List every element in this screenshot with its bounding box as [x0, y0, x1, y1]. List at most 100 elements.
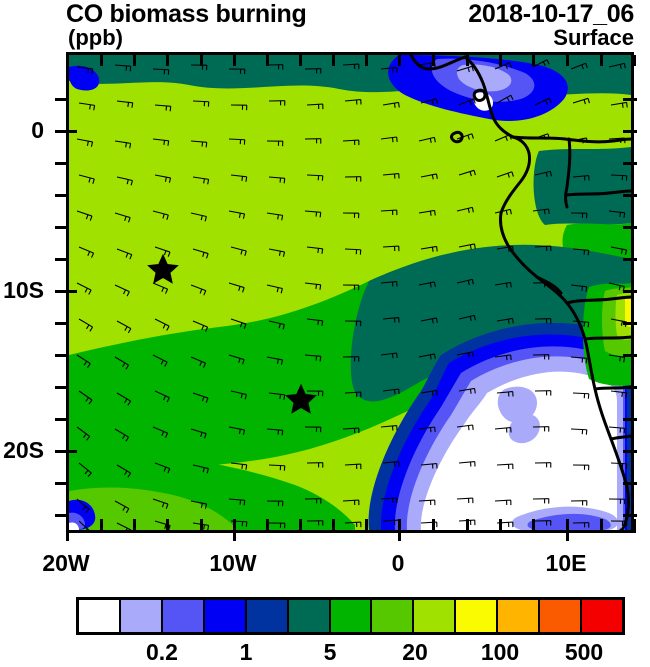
tick-top-11 — [432, 55, 435, 66]
tick-top-3 — [166, 55, 169, 66]
colorbar-cell-5[interactable] — [288, 600, 331, 632]
tick-left-9 — [55, 386, 69, 389]
station-star-1 — [147, 253, 179, 284]
colorbar-label-100: 100 — [480, 639, 520, 665]
tick-top-16 — [600, 55, 603, 66]
colorbar-cell-7[interactable] — [372, 600, 415, 632]
tick-left-4 — [55, 226, 69, 229]
tick-right-13 — [623, 514, 637, 517]
colorbar-cell-11[interactable] — [540, 600, 583, 632]
tick-top-15 — [566, 55, 569, 66]
tick-right-7 — [623, 322, 637, 325]
tick-bottom-10 — [398, 519, 401, 541]
tick-bottom-17 — [633, 519, 636, 533]
tick-bottom-11 — [432, 519, 435, 533]
tick-top-4 — [200, 55, 203, 66]
tick-right-8 — [623, 354, 637, 357]
colorbar-cell-2[interactable] — [162, 600, 205, 632]
colorbar-cell-4[interactable] — [246, 600, 289, 632]
tick-top-0 — [66, 55, 69, 66]
station-star-2 — [285, 383, 317, 414]
x-tick-label-10E: 10E — [545, 550, 587, 576]
tick-bottom-8 — [332, 519, 335, 533]
tick-top-5 — [233, 55, 236, 66]
tick-top-17 — [633, 55, 636, 66]
tick-left-8 — [55, 354, 69, 357]
y-tick-label-20S: 20S — [3, 437, 44, 463]
tick-bottom-15 — [566, 519, 569, 541]
tick-bottom-5 — [233, 519, 236, 541]
tick-right-9 — [623, 386, 637, 389]
tick-right-3 — [623, 194, 637, 197]
tick-bottom-4 — [200, 519, 203, 533]
tick-right-6 — [623, 290, 637, 293]
tick-bottom-13 — [499, 519, 502, 533]
coastline-overlay — [409, 55, 631, 530]
colorbar-cell-12[interactable] — [582, 600, 622, 632]
x-tick-label-20W: 20W — [42, 550, 90, 576]
x-tick-label-10W: 10W — [209, 550, 257, 576]
tick-top-6 — [266, 55, 269, 66]
colorbar-cell-8[interactable] — [414, 600, 457, 632]
tick-bottom-0 — [66, 519, 69, 541]
tick-left-2 — [55, 162, 69, 165]
tick-bottom-6 — [266, 519, 269, 533]
tick-bottom-14 — [532, 519, 535, 533]
colorbar-cell-0[interactable] — [79, 600, 121, 632]
tick-bottom-12 — [466, 519, 469, 533]
tick-left-3 — [55, 194, 69, 197]
page-title: CO biomass burning — [66, 0, 307, 28]
tick-right-0 — [623, 98, 637, 101]
tick-left-7 — [55, 322, 69, 325]
colorbar-label-5: 5 — [323, 639, 337, 665]
colorbar[interactable] — [76, 597, 625, 635]
y-tick-label-10S: 10S — [3, 277, 44, 303]
tick-right-12 — [623, 482, 637, 485]
colorbar-label-20: 20 — [402, 639, 428, 665]
map-plot-area[interactable] — [66, 52, 634, 533]
colorbar-cell-1[interactable] — [120, 600, 163, 632]
colorbar-cell-6[interactable] — [330, 600, 373, 632]
level-label: Surface — [553, 25, 634, 50]
colorbar-cell-9[interactable] — [456, 600, 499, 632]
tick-left-1 — [55, 130, 77, 133]
tick-bottom-16 — [600, 519, 603, 533]
tick-bottom-9 — [365, 519, 368, 533]
tick-bottom-1 — [100, 519, 103, 533]
tick-top-13 — [499, 55, 502, 66]
units-label: (ppb) — [68, 25, 123, 50]
tick-right-2 — [623, 162, 637, 165]
colorbar-label-1: 1 — [239, 639, 253, 665]
y-tick-label-0: 0 — [31, 117, 44, 143]
station-markers — [147, 253, 317, 414]
tick-left-0 — [55, 98, 69, 101]
colorbar-cell-3[interactable] — [204, 600, 247, 632]
tick-left-12 — [55, 482, 69, 485]
tick-top-8 — [332, 55, 335, 66]
tick-left-11 — [55, 450, 77, 453]
tick-right-1 — [623, 130, 637, 133]
tick-top-2 — [133, 55, 136, 66]
tick-bottom-7 — [299, 519, 302, 533]
tick-right-4 — [623, 226, 637, 229]
tick-top-1 — [100, 55, 103, 66]
tick-right-10 — [623, 418, 637, 421]
colorbar-label-500: 500 — [564, 639, 604, 665]
date-label: 2018-10-17_06 — [468, 0, 634, 28]
tick-top-10 — [398, 55, 401, 66]
tick-left-13 — [55, 514, 69, 517]
tick-right-5 — [623, 258, 637, 261]
co-concentration-field — [69, 55, 631, 530]
tick-left-5 — [55, 258, 69, 261]
tick-top-14 — [532, 55, 535, 66]
tick-top-12 — [466, 55, 469, 66]
tick-bottom-3 — [166, 519, 169, 533]
tick-left-6 — [55, 290, 77, 293]
colorbar-cell-10[interactable] — [498, 600, 541, 632]
x-tick-label-0: 0 — [391, 550, 405, 576]
tick-top-9 — [365, 55, 368, 66]
tick-top-7 — [299, 55, 302, 66]
tick-bottom-2 — [133, 519, 136, 533]
tick-left-10 — [55, 418, 69, 421]
colorbar-label-0.2: 0.2 — [146, 639, 178, 665]
